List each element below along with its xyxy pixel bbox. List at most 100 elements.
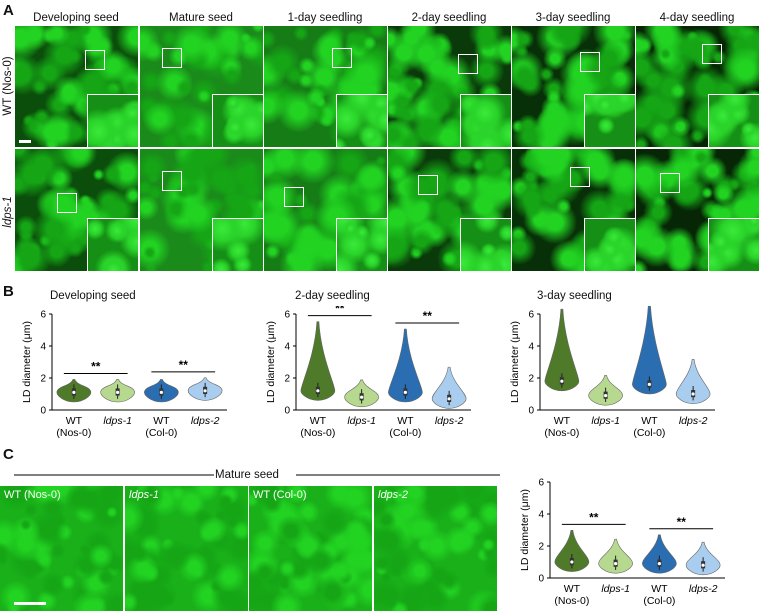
- image-wt-col0: WT (Col-0): [249, 486, 372, 611]
- chart-title-2-day-seedling: 2-day seedling: [295, 290, 370, 302]
- median-0: [560, 379, 564, 383]
- zoom-inset: [584, 94, 635, 147]
- median-1: [604, 394, 608, 398]
- mature-seed-header-line: [14, 474, 500, 476]
- micrograph-ldps1-1: [15, 149, 138, 271]
- zoom-inset: [336, 218, 387, 271]
- chart-title-3-day-seedling: 3-day seedling: [537, 290, 612, 302]
- violin-0: [554, 530, 590, 572]
- micrograph-wt-2: [140, 26, 263, 147]
- micrograph-wt-1: [15, 26, 138, 147]
- column-title-4-day-seedling: 4-day seedling: [659, 12, 735, 24]
- y-tick-label: 6: [284, 310, 290, 321]
- y-tick-label: 0: [284, 406, 290, 417]
- zoom-inset: [584, 218, 635, 271]
- inset-box: [458, 54, 478, 74]
- y-tick-label: 2: [528, 374, 534, 385]
- image-wt-nos0-label: WT (Nos-0): [4, 489, 61, 501]
- x-sublabel-2: (Col-0): [633, 427, 665, 439]
- x-sublabel-0: (Nos-0): [554, 595, 589, 607]
- median-1: [360, 395, 364, 399]
- x-label-2: WT: [397, 415, 414, 427]
- significance-stars-0: **: [91, 359, 101, 373]
- scale-bar: [14, 602, 46, 605]
- x-label-3: ldps-2: [191, 415, 220, 427]
- median-1: [116, 390, 120, 394]
- median-3: [691, 392, 695, 396]
- zoom-inset: [212, 94, 263, 147]
- x-label-3: ldps-2: [689, 583, 718, 595]
- y-tick-label: 6: [40, 310, 46, 321]
- x-label-1: ldps-1: [103, 415, 132, 427]
- x-label-0: WT: [554, 415, 571, 427]
- median-2: [403, 390, 407, 394]
- panel-letter-a: A: [3, 2, 14, 19]
- inset-box: [580, 52, 600, 72]
- image-ldps1: ldps-1: [125, 486, 248, 611]
- column-title-developing-seed: Developing seed: [33, 12, 119, 24]
- y-tick-label: 2: [284, 374, 290, 385]
- micrograph-ldps1-4: [388, 149, 511, 271]
- x-sublabel-2: (Col-0): [389, 427, 421, 439]
- x-label-2: WT: [153, 415, 170, 427]
- median-2: [159, 390, 163, 394]
- chart-title-developing-seed: Developing seed: [50, 290, 136, 302]
- violin-3: [675, 359, 711, 404]
- significance-stars-0: **: [335, 306, 345, 316]
- x-label-2: WT: [641, 415, 658, 427]
- x-sublabel-2: (Col-0): [145, 427, 177, 439]
- column-title-3-day-seedling: 3-day seedling: [535, 12, 611, 24]
- y-tick-label: 4: [538, 510, 544, 521]
- median-0: [316, 389, 320, 393]
- zoom-inset: [460, 218, 511, 271]
- x-label-1: ldps-1: [601, 583, 630, 595]
- y-axis-label: LD diameter (μm): [265, 321, 277, 403]
- median-3: [447, 397, 451, 401]
- violin-2: [388, 328, 423, 403]
- x-label-2: WT: [651, 583, 668, 595]
- zoom-inset: [87, 94, 138, 147]
- median-2: [647, 382, 651, 386]
- violin-0: [300, 321, 336, 401]
- median-0: [570, 560, 574, 564]
- inset-box: [702, 44, 722, 64]
- significance-stars-1: **: [677, 515, 687, 529]
- zoom-inset: [336, 94, 387, 147]
- image-ldps2: ldps-2: [374, 486, 497, 611]
- row-label-wt-nos0: WT (Nos-0): [2, 56, 14, 116]
- column-title-mature-seed: Mature seed: [169, 12, 233, 24]
- y-tick-label: 4: [528, 342, 534, 353]
- zoom-inset: [87, 218, 138, 271]
- inset-box: [570, 167, 590, 187]
- panel-letter-b: B: [3, 283, 14, 300]
- significance-stars-1: **: [179, 358, 189, 372]
- median-3: [701, 563, 705, 567]
- violin-2: [632, 306, 667, 395]
- median-3: [203, 389, 207, 393]
- y-tick-label: 0: [538, 574, 544, 585]
- y-tick-label: 6: [528, 310, 534, 321]
- micrograph-wt-6: [636, 26, 759, 147]
- x-sublabel-0: (Nos-0): [300, 427, 335, 439]
- x-sublabel-0: (Nos-0): [544, 427, 579, 439]
- x-label-0: WT: [310, 415, 327, 427]
- y-axis-label: LD diameter (μm): [509, 321, 521, 403]
- micrograph-ldps1-6: [636, 149, 759, 271]
- micrograph-ldps1-5: [512, 149, 635, 271]
- micrograph-ldps1-2: [140, 149, 263, 271]
- panel-letter-c: C: [3, 446, 14, 463]
- column-title-1-day-seedling: 1-day seedling: [287, 12, 363, 24]
- y-tick-label: 4: [40, 342, 46, 353]
- image-wt-nos0: WT (Nos-0): [0, 486, 123, 611]
- column-title-2-day-seedling: 2-day seedling: [411, 12, 487, 24]
- row-label-ldps1: ldps-1: [2, 196, 14, 228]
- x-label-3: ldps-2: [435, 415, 464, 427]
- inset-box: [284, 187, 304, 207]
- y-axis-label: LD diameter (μm): [21, 321, 33, 403]
- inset-box: [162, 171, 182, 191]
- x-label-0: WT: [564, 583, 581, 595]
- x-label-0: WT: [66, 415, 83, 427]
